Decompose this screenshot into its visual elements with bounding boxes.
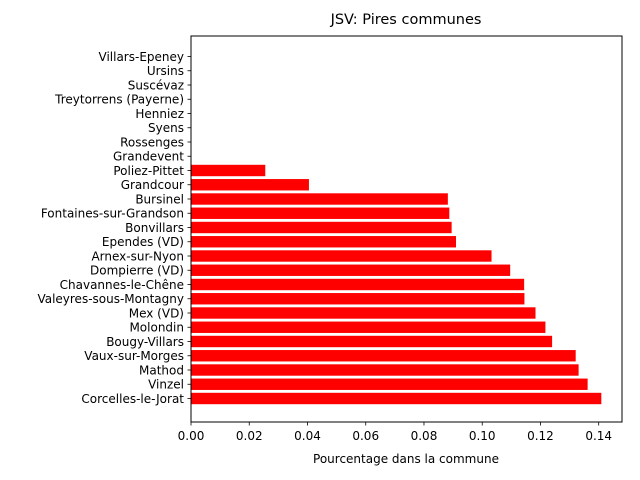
y-tick-label: Syens: [148, 121, 184, 135]
x-tick-label: 0.12: [527, 429, 554, 443]
y-axis-ticks: Villars-EpeneyUrsinsSuscévazTreytorrens …: [37, 50, 191, 406]
bar-16: [191, 278, 525, 291]
y-tick-label: Valeyres-sous-Montagny: [37, 292, 184, 306]
bar-15: [191, 264, 511, 276]
y-tick-label: Chavannes-le-Chêne: [60, 278, 184, 292]
y-tick-label: Grandevent: [113, 150, 184, 164]
x-tick-label: 0.04: [294, 429, 321, 443]
plot-frame: [190, 35, 623, 423]
bar-22: [191, 364, 579, 376]
bar-9: [191, 179, 309, 191]
y-tick-label: Bursinel: [135, 192, 184, 206]
y-tick-label: Grandcour: [121, 178, 184, 192]
y-tick-label: Treytorrens (Payerne): [54, 93, 184, 107]
bar-12: [191, 221, 452, 234]
bar-24: [191, 392, 602, 405]
bar-13: [191, 236, 457, 248]
y-tick-label: Vaux-sur-Morges: [84, 349, 184, 363]
chart-title: JSV: Pires communes: [330, 12, 482, 28]
x-tick-label: 0.06: [352, 429, 379, 443]
x-axis-ticks: 0.00 0.02 0.04 0.06 0.08 0.10 0.12 0.14: [178, 422, 612, 443]
y-tick-label: Poliez-Pittet: [113, 164, 184, 178]
y-tick-label: Henniez: [135, 107, 184, 121]
y-tick-label: Bonvillars: [125, 221, 184, 235]
y-tick-label: Mathod: [139, 363, 184, 377]
y-tick-label: Vinzel: [148, 378, 184, 392]
x-tick-label: 0.00: [178, 429, 205, 443]
x-tick-label: 0.10: [469, 429, 496, 443]
bar-21: [191, 350, 576, 362]
y-tick-label: Ursins: [147, 64, 184, 78]
y-tick-label: Mex (VD): [129, 306, 184, 320]
bar-8: [191, 164, 266, 177]
y-tick-label: Arnex-sur-Nyon: [91, 249, 184, 263]
y-tick-label: Molondin: [129, 321, 184, 335]
x-axis-label: Pourcentage dans la commune: [313, 452, 499, 466]
y-tick-label: Suscévaz: [128, 78, 184, 92]
y-tick-label: Fontaines-sur-Grandson: [41, 207, 184, 221]
bar-23: [191, 378, 588, 390]
y-tick-label: Rossenges: [120, 135, 184, 149]
y-tick-label: Corcelles-le-Jorat: [81, 392, 184, 406]
y-tick-label: Ependes (VD): [102, 235, 184, 249]
x-tick-label: 0.02: [236, 429, 263, 443]
y-tick-label: Villars-Epeney: [99, 50, 185, 64]
bar-20: [191, 335, 553, 348]
y-tick-label: Bougy-Villars: [106, 335, 184, 349]
bar-19: [191, 321, 546, 333]
x-tick-label: 0.08: [411, 429, 438, 443]
bar-17: [191, 293, 525, 305]
bar-14: [191, 250, 492, 262]
y-tick-label: Dompierre (VD): [90, 264, 184, 278]
bars-group: [191, 164, 602, 405]
bar-18: [191, 307, 536, 319]
bar-11: [191, 207, 450, 219]
x-tick-label: 0.14: [585, 429, 612, 443]
bar-10: [191, 193, 448, 205]
